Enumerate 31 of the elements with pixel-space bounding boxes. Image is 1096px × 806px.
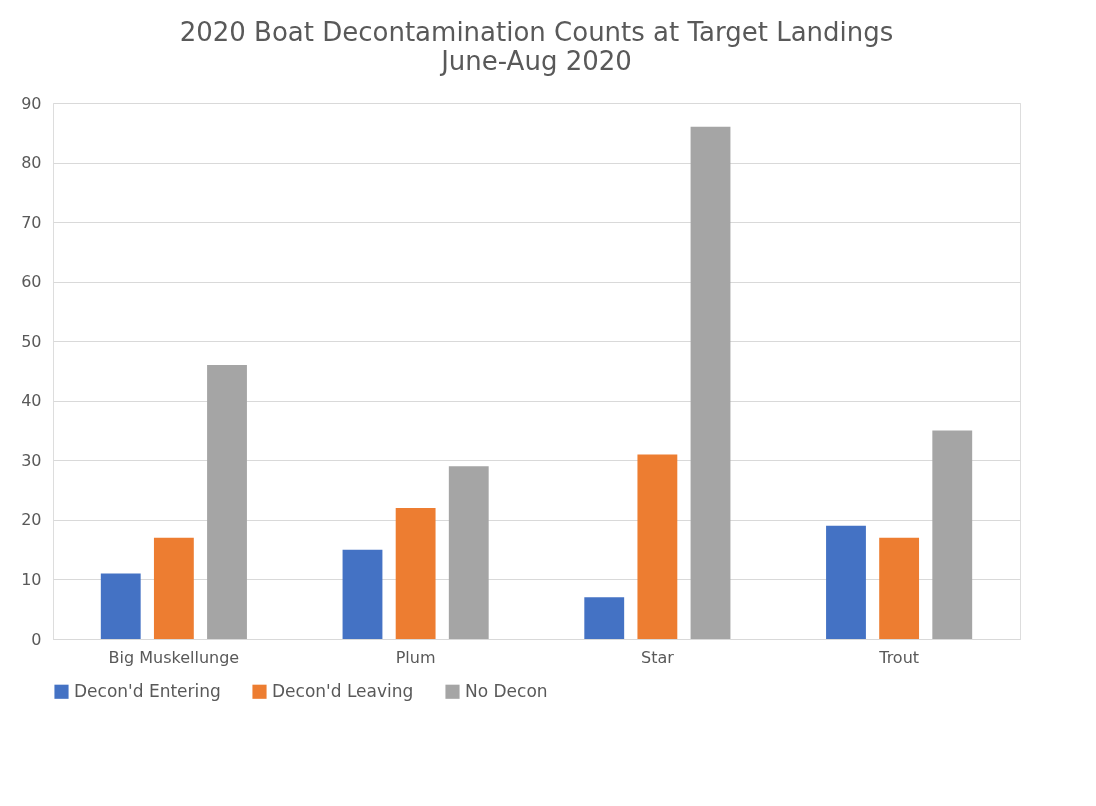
legend-label: Decon'd Leaving — [272, 680, 414, 701]
y-tick-label: 70 — [21, 212, 42, 232]
bar — [153, 537, 194, 639]
bar — [100, 573, 141, 639]
y-tick-label: 10 — [21, 569, 42, 589]
bar — [207, 365, 247, 639]
y-tick-label: 50 — [21, 331, 42, 351]
chart-title: 2020 Boat Decontamination Counts at Target Landings — [179, 17, 894, 47]
x-tick-label: Plum — [395, 647, 436, 667]
x-tick-label: Star — [640, 647, 675, 667]
bar — [584, 597, 625, 639]
y-tick-label: 60 — [21, 272, 42, 292]
y-tick-label: 20 — [21, 510, 42, 530]
x-tick-label: Trout — [878, 647, 920, 667]
y-tick-label: 30 — [21, 450, 42, 470]
y-tick-label: 90 — [21, 93, 42, 113]
bar — [637, 454, 678, 639]
bar — [932, 430, 973, 639]
bar — [826, 525, 866, 639]
bar — [342, 549, 383, 639]
bar — [690, 126, 731, 639]
bar — [395, 507, 436, 639]
x-tick-label: Big Muskellunge — [108, 647, 240, 667]
y-tick-label: 80 — [21, 153, 42, 173]
y-tick-label: 40 — [21, 391, 42, 411]
bar — [448, 466, 489, 639]
legend-label: No Decon — [465, 680, 548, 701]
chart-subtitle: June-Aug 2020 — [439, 46, 632, 76]
bar — [879, 537, 920, 639]
legend-label: Decon'd Entering — [74, 680, 221, 701]
y-tick-label: 0 — [31, 629, 42, 649]
